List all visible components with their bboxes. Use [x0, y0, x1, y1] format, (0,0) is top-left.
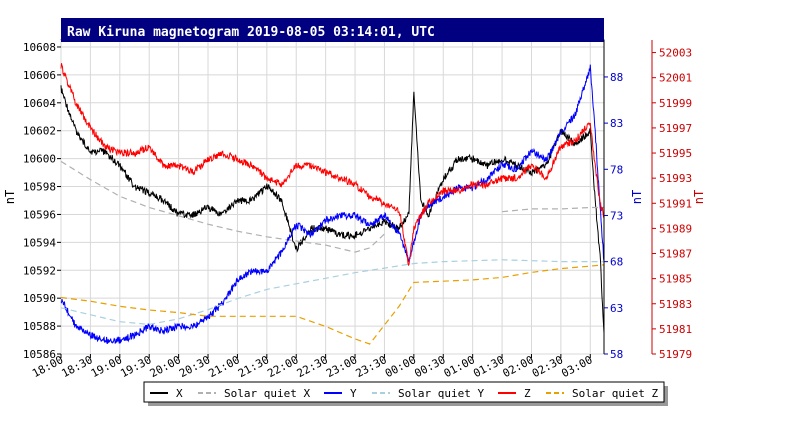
right-red-tick-label-7: 51993 — [659, 172, 692, 185]
x-tick-label-16: 02:00 — [501, 353, 536, 380]
x-tick-label-12: 00:00 — [383, 353, 418, 380]
series-lines — [60, 63, 605, 345]
chart-title: Raw Kiruna magnetogram 2019-08-05 03:14:… — [67, 25, 435, 40]
right-red-tick-label-1: 51981 — [659, 323, 692, 336]
right-axis-z: 51979 51981 51983 51985 51987 51989 51991 51993… — [651, 40, 692, 361]
x-tick-label-13: 00:30 — [412, 353, 447, 380]
title-bar — [61, 18, 604, 42]
x-tick-label-14: 01:00 — [442, 353, 477, 380]
left-tick-label-6: 10598 — [23, 181, 56, 194]
right-red-tick-label-6: 51991 — [659, 197, 692, 210]
legend-label-0: X — [176, 387, 183, 400]
right-red-tick-label-4: 51987 — [659, 248, 692, 261]
left-tick-label-4: 10594 — [23, 236, 56, 249]
left-tick-label-1: 10588 — [23, 320, 56, 333]
series-solar-quiet-z — [60, 264, 605, 345]
series-z — [60, 63, 605, 267]
right-blue-tick-label-3: 73 — [610, 209, 623, 222]
x-tick-label-17: 02:30 — [530, 353, 565, 380]
right-red-tick-label-11: 52001 — [659, 72, 692, 85]
right-blue-tick-label-5: 83 — [610, 117, 623, 130]
left-tick-label-9: 10604 — [23, 97, 56, 110]
legend-label-3: Solar quiet Y — [398, 387, 484, 400]
x-tick-label-6: 21:00 — [206, 353, 241, 380]
right-red-tick-label-2: 51983 — [659, 298, 692, 311]
x-tick-label-7: 21:30 — [236, 353, 271, 380]
right-red-tick-label-0: 51979 — [659, 348, 692, 361]
x-tick-label-4: 20:00 — [148, 353, 183, 380]
legend-frame — [143, 381, 665, 403]
left-tick-label-2: 10590 — [23, 292, 56, 305]
x-tick-label-15: 01:30 — [471, 353, 506, 380]
right-red-tick-label-9: 51997 — [659, 122, 692, 135]
left-tick-label-7: 10600 — [23, 153, 56, 166]
left-tick-label-11: 10608 — [23, 41, 56, 54]
legend-label-2: Y — [350, 387, 357, 400]
x-tick-label-3: 19:30 — [118, 353, 153, 380]
x-tick-label-18: 03:00 — [559, 353, 594, 380]
series-solar-quiet-x-continued — [502, 206, 604, 213]
right-red-axis-label: nT — [692, 190, 706, 204]
right-red-tick-label-3: 51985 — [659, 273, 692, 286]
left-axis-label: nT — [3, 190, 17, 204]
left-tick-label-10: 10606 — [23, 69, 56, 82]
legend-label-4: Z — [524, 387, 531, 400]
series-x — [60, 85, 605, 334]
right-blue-tick-label-4: 78 — [610, 163, 623, 176]
left-tick-label-5: 10596 — [23, 208, 56, 221]
left-tick-label-8: 10602 — [23, 125, 56, 138]
x-tick-label-11: 23:30 — [354, 353, 389, 380]
x-axis: 18:0018:3019:0019:3020:0020:3021:0021:30… — [30, 353, 595, 380]
x-tick-label-9: 22:30 — [295, 353, 330, 380]
right-red-tick-label-5: 51989 — [659, 222, 692, 235]
legend-label-5: Solar quiet Z — [572, 387, 658, 400]
x-tick-label-8: 22:00 — [265, 353, 300, 380]
x-tick-label-1: 18:30 — [59, 353, 94, 380]
grid-lines — [60, 40, 604, 355]
right-red-tick-label-12: 52003 — [659, 47, 692, 60]
right-red-tick-label-10: 51999 — [659, 97, 692, 110]
series-y — [60, 64, 605, 345]
left-tick-label-3: 10592 — [23, 264, 56, 277]
plot-area — [60, 39, 605, 355]
right-blue-tick-label-0: 58 — [610, 348, 623, 361]
x-tick-label-2: 19:00 — [89, 353, 124, 380]
right-axis-y: 58 63 68 73 78 83 88 — [603, 40, 623, 361]
x-tick-label-10: 23:00 — [324, 353, 359, 380]
left-tick-label-0: 10586 — [23, 348, 56, 361]
legend: X Solar quiet X Y Solar quiet Y Z Solar quiet… — [143, 381, 668, 406]
series-solar-quiet-y — [60, 259, 604, 326]
legend-label-1: Solar quiet X — [224, 387, 310, 400]
left-axis: 10586 10588 10590 10592 10594 10596 10598 10600… — [23, 41, 61, 361]
right-blue-tick-label-6: 88 — [610, 71, 623, 84]
right-red-tick-label-8: 51995 — [659, 147, 692, 160]
right-blue-axis-label: nT — [630, 190, 644, 204]
right-blue-tick-label-1: 63 — [610, 302, 623, 315]
series-solar-quiet-x — [60, 160, 385, 253]
x-tick-label-5: 20:30 — [177, 353, 212, 380]
right-blue-tick-label-2: 68 — [610, 256, 623, 269]
